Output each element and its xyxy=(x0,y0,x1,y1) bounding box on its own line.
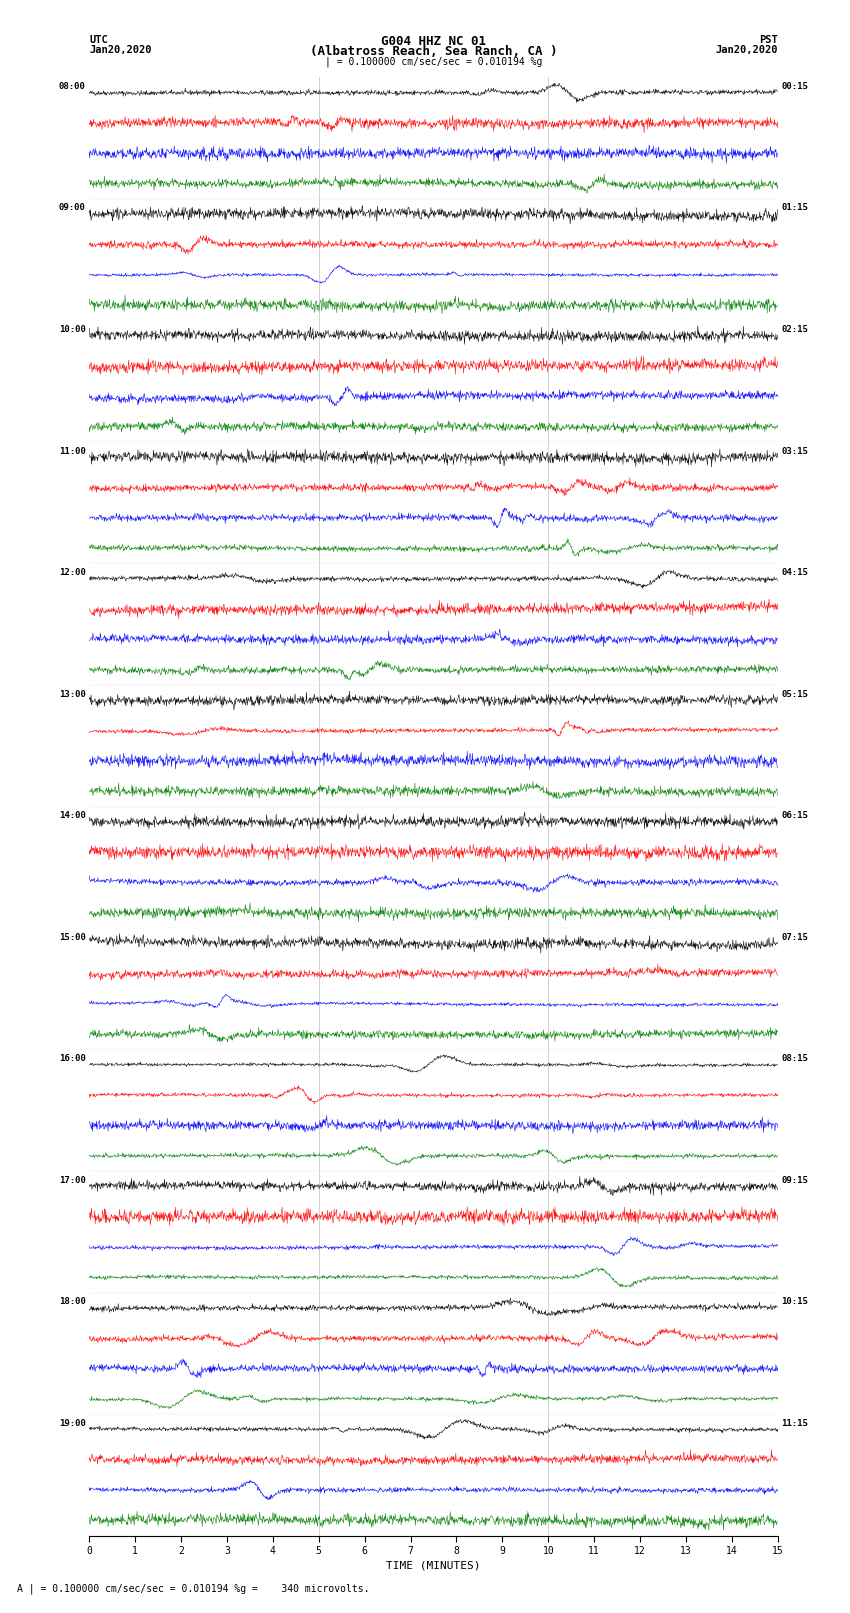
Text: 18:00: 18:00 xyxy=(59,1297,86,1307)
Text: 11:00: 11:00 xyxy=(59,447,86,455)
Text: 09:00: 09:00 xyxy=(59,203,86,213)
Text: 15:00: 15:00 xyxy=(59,932,86,942)
Text: 08:00: 08:00 xyxy=(59,82,86,90)
Text: G004 HHZ NC 01: G004 HHZ NC 01 xyxy=(381,35,486,48)
Text: Jan20,2020: Jan20,2020 xyxy=(715,45,778,55)
Text: PST: PST xyxy=(759,35,778,45)
Text: UTC: UTC xyxy=(89,35,108,45)
Text: 00:15: 00:15 xyxy=(781,82,808,90)
Text: 02:15: 02:15 xyxy=(781,324,808,334)
X-axis label: TIME (MINUTES): TIME (MINUTES) xyxy=(386,1560,481,1569)
Text: | = 0.100000 cm/sec/sec = 0.010194 %g: | = 0.100000 cm/sec/sec = 0.010194 %g xyxy=(325,56,542,68)
Text: 03:15: 03:15 xyxy=(781,447,808,455)
Text: 05:15: 05:15 xyxy=(781,689,808,698)
Text: 06:15: 06:15 xyxy=(781,811,808,819)
Text: (Albatross Reach, Sea Ranch, CA ): (Albatross Reach, Sea Ranch, CA ) xyxy=(309,45,558,58)
Text: 17:00: 17:00 xyxy=(59,1176,86,1184)
Text: 09:15: 09:15 xyxy=(781,1176,808,1184)
Text: 11:15: 11:15 xyxy=(781,1418,808,1428)
Text: 04:15: 04:15 xyxy=(781,568,808,577)
Text: Jan20,2020: Jan20,2020 xyxy=(89,45,152,55)
Text: 13:00: 13:00 xyxy=(59,689,86,698)
Text: 10:00: 10:00 xyxy=(59,324,86,334)
Text: 10:15: 10:15 xyxy=(781,1297,808,1307)
Text: A | = 0.100000 cm/sec/sec = 0.010194 %g =    340 microvolts.: A | = 0.100000 cm/sec/sec = 0.010194 %g … xyxy=(17,1582,370,1594)
Text: 19:00: 19:00 xyxy=(59,1418,86,1428)
Text: 08:15: 08:15 xyxy=(781,1053,808,1063)
Text: 01:15: 01:15 xyxy=(781,203,808,213)
Text: 07:15: 07:15 xyxy=(781,932,808,942)
Text: 14:00: 14:00 xyxy=(59,811,86,819)
Text: 12:00: 12:00 xyxy=(59,568,86,577)
Text: 16:00: 16:00 xyxy=(59,1053,86,1063)
